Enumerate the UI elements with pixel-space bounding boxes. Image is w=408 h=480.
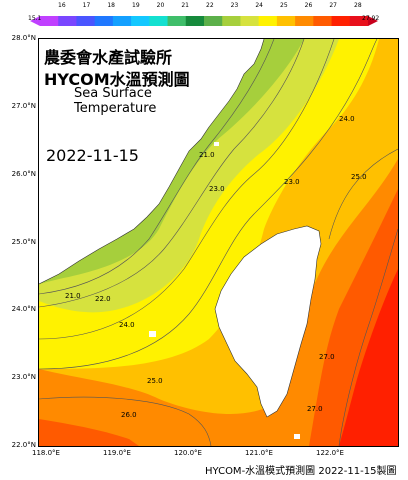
contour-label: 24.0: [339, 115, 355, 123]
longitude-label: 121.0°E: [245, 449, 273, 457]
longitude-label: 119.0°E: [103, 449, 131, 457]
penghu-island: [149, 331, 156, 337]
contour-label: 27.0: [307, 405, 323, 413]
sea-band-28: [339, 269, 398, 446]
color-bar-graphic: [30, 16, 378, 26]
latitude-label: 25.0°N: [11, 237, 36, 246]
temperature-color-bar: [30, 11, 378, 26]
color-bar-cell: [58, 16, 77, 26]
contour-label: 25.0: [351, 173, 367, 181]
color-bar-cell: [112, 16, 132, 26]
sst-map-graphic: 21.0 21.0 22.0 23.0 23.0 24.0 24.0 25.0 …: [39, 39, 398, 446]
sst-map: 21.0 21.0 22.0 23.0 23.0 24.0 24.0 25.0 …: [38, 38, 399, 447]
color-bar-cell: [240, 16, 260, 26]
contour-label: 25.0: [147, 377, 163, 385]
color-bar-cell: [40, 16, 59, 26]
color-bar-tick-label: 18: [107, 2, 115, 9]
isotherm-21: [39, 39, 275, 295]
latitude-label: 28.0°N: [11, 34, 36, 42]
color-bar-tick-label: 26: [304, 2, 313, 9]
isotherm-lines: [39, 39, 398, 446]
contour-label: 22.0: [95, 295, 111, 303]
color-bar-tick-labels: 16 17 18 19 20 21 22 23 24 25 26 27 28: [30, 2, 378, 10]
color-bar-cell: [222, 16, 241, 26]
color-bar-cell: [313, 16, 333, 26]
subtitle-line1: Sea Surface: [74, 86, 152, 101]
latitude-label: 23.0°N: [11, 373, 36, 382]
color-bar-cell: [76, 16, 96, 26]
isotherm-24: [39, 39, 378, 370]
color-bar-cell: [149, 16, 169, 26]
contour-label: 26.0: [121, 411, 137, 419]
color-bar-tick-label: 24: [255, 2, 263, 9]
color-bar-tick-label: 16: [58, 2, 66, 9]
color-bar-tick-label: 27: [329, 2, 337, 9]
map-date: 2022-11-15: [46, 146, 139, 165]
color-bar-max-arrow: [368, 16, 378, 26]
contour-label: 21.0: [199, 151, 215, 159]
isotherm-22: [39, 39, 305, 308]
contour-label: 23.0: [209, 185, 225, 193]
latitude-label: 22.0°N: [11, 441, 36, 449]
sea-band-sw-warm: [39, 419, 139, 446]
color-bar-cell: [295, 16, 314, 26]
color-bar-cell: [276, 16, 296, 26]
isotherm-26-east: [338, 228, 398, 446]
color-bar-min-arrow: [30, 16, 40, 26]
color-bar-cell: [167, 16, 187, 26]
color-bar-cell: [185, 16, 205, 26]
color-bar-cell: [331, 16, 351, 26]
color-bar-min-label: 15.1: [28, 15, 42, 22]
color-bar-tick-label: 19: [132, 2, 140, 9]
color-bar-tick-label: 20: [156, 2, 165, 9]
longitude-label: 118.0°E: [32, 449, 60, 457]
color-bar-cell: [349, 16, 369, 26]
subtitle-line2: Temperature: [74, 101, 157, 116]
mainland-land: [39, 39, 264, 284]
color-bar-tick-label: 25: [280, 2, 288, 9]
title-product: HYCOM水溫預測圖: [44, 70, 190, 89]
color-bar-tick-label: 17: [82, 2, 91, 9]
color-bar-tick-label: 28: [354, 2, 362, 9]
mainland-coastline: [39, 39, 265, 285]
contour-label: 23.0: [284, 178, 300, 186]
color-bar-cell: [258, 16, 278, 26]
footer-caption: HYCOM-水溫模式預測圖 2022-11-15製圖: [205, 466, 397, 477]
longitude-label: 120.0°E: [174, 449, 202, 457]
taiwan-island: [214, 225, 322, 418]
contour-label: 24.0: [119, 321, 135, 329]
color-bar-tick-label: 21: [181, 2, 189, 9]
isotherm-25-ne: [328, 148, 398, 240]
matsu-island: [214, 142, 219, 146]
color-bar-cell: [131, 16, 150, 26]
contour-label: 21.0: [65, 292, 81, 300]
color-bar-cell: [94, 16, 114, 26]
color-bar-max-label: 27.92: [362, 15, 380, 22]
isotherm-23: [39, 39, 335, 340]
isotherm-25-sw: [39, 396, 212, 446]
contour-label: 27.0: [319, 353, 335, 361]
title-organization: 農委會水產試驗所: [44, 48, 173, 67]
lanyu-island: [294, 434, 300, 439]
latitude-label: 24.0°N: [11, 305, 36, 314]
color-bar-tick-label: 23: [230, 2, 239, 9]
longitude-label: 122.0°E: [316, 449, 344, 457]
color-bar-tick-label: 22: [206, 2, 214, 9]
latitude-label: 27.0°N: [11, 101, 36, 110]
latitude-label: 26.0°N: [11, 169, 36, 178]
color-bar-cell: [204, 16, 223, 26]
